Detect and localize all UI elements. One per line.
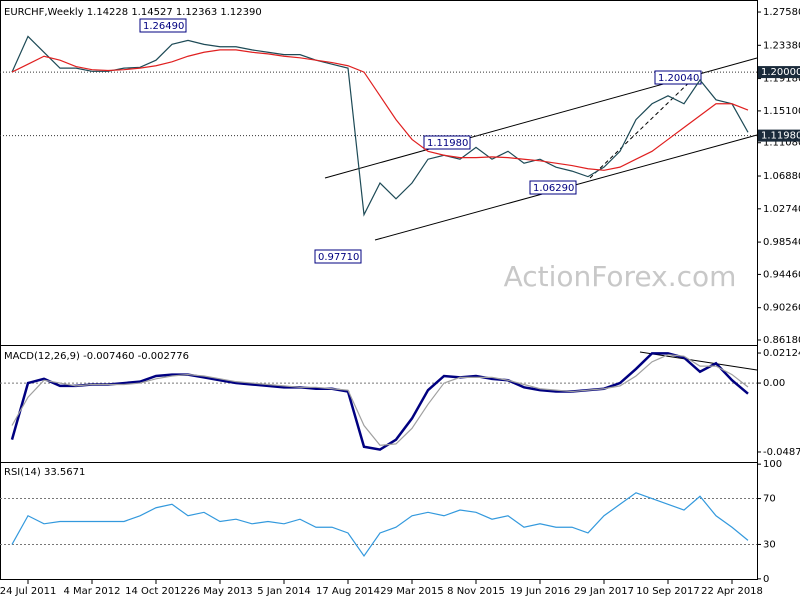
level-label: 1.20000 [761, 67, 800, 78]
annotation: 1.26490 [143, 21, 184, 32]
watermark: ActionForex.com [504, 260, 737, 293]
series-line [11, 35, 749, 217]
x-tick-label: 29 Mar 2015 [380, 586, 443, 597]
y-tick-label: 1.15100 [763, 106, 800, 117]
y-tick-label: 1.19180 [763, 74, 800, 85]
y-tick-label: 0.021242 [763, 348, 800, 359]
y-tick-label: 100 [763, 459, 782, 470]
panel-title: EURCHF,Weekly 1.14228 1.14527 1.12363 1.… [4, 7, 262, 18]
y-tick-label: 0 [763, 574, 769, 585]
series-line [10, 352, 749, 451]
level-box [758, 129, 800, 142]
series-line [11, 354, 749, 446]
y-tick-label: 1.23380 [763, 40, 800, 51]
y-tick-label: 0.00 [763, 378, 785, 389]
trend-line [639, 351, 758, 371]
annotation: 1.20040 [658, 73, 699, 84]
panel-title: RSI(14) 33.5671 [4, 467, 85, 478]
annotation-box [139, 18, 187, 33]
annotation-box [654, 70, 702, 85]
annotation: 0.97710 [318, 252, 359, 263]
x-tick-label: 14 Oct 2012 [125, 586, 187, 597]
annotation-box [314, 249, 362, 264]
y-tick-label: 30 [763, 539, 776, 550]
series-line [11, 49, 749, 171]
annotation: 1.11980 [427, 138, 468, 149]
x-tick-label: 10 Sep 2017 [636, 586, 699, 597]
annotation: 1.06290 [533, 183, 574, 194]
y-tick-label: 1.11080 [763, 138, 800, 149]
x-tick-label: 5 Jan 2014 [257, 586, 311, 597]
annotation-box [423, 135, 471, 150]
y-tick-label: -0.048716 [763, 447, 800, 458]
series-line [11, 492, 749, 557]
x-tick-label: 29 Jan 2017 [574, 586, 634, 597]
x-tick-label: 4 Mar 2012 [63, 586, 120, 597]
x-tick-label: 26 May 2013 [187, 586, 252, 597]
panel-title: MACD(12,26,9) -0.007460 -0.002776 [4, 351, 189, 362]
y-tick-label: 1.27580 [763, 7, 800, 18]
x-tick-label: 24 Jul 2011 [0, 586, 56, 597]
y-tick-label: 1.06880 [763, 171, 800, 182]
annotation-box [529, 180, 577, 195]
level-label: 1.11980 [761, 131, 800, 142]
x-tick-label: 8 Nov 2015 [447, 586, 505, 597]
y-tick-label: 70 [763, 494, 776, 505]
x-tick-label: 17 Aug 2014 [316, 586, 380, 597]
trend-line [589, 71, 701, 179]
x-tick-label: 22 Apr 2018 [701, 586, 763, 597]
level-box [758, 66, 800, 79]
plot-frame [0, 0, 758, 580]
y-tick-label: 0.86180 [763, 335, 800, 346]
x-tick-label: 19 Jun 2016 [510, 586, 570, 597]
